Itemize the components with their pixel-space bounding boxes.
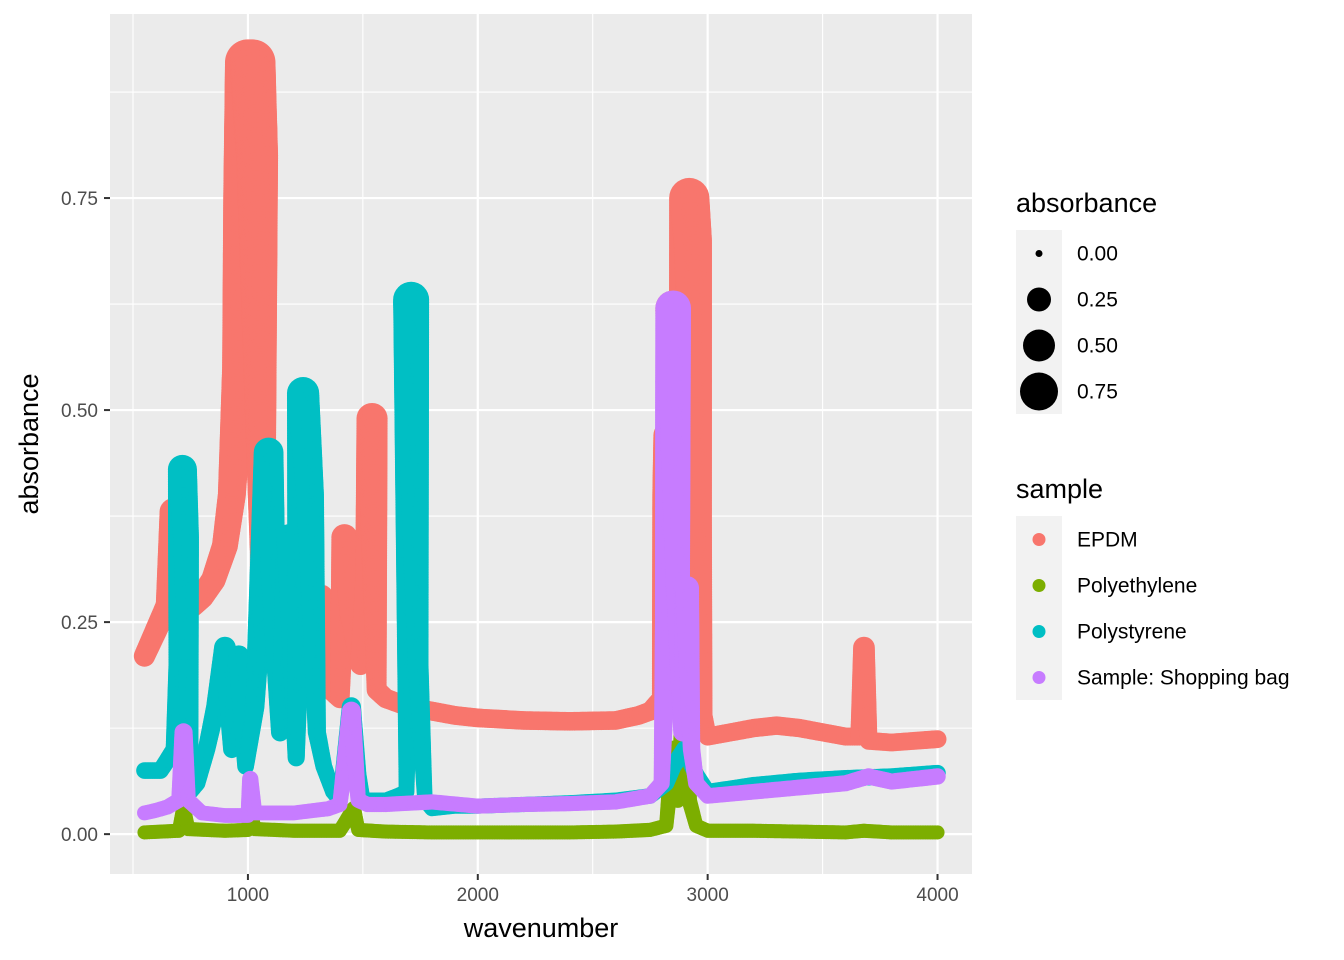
data-point xyxy=(930,825,945,840)
data-layer xyxy=(133,39,947,840)
data-point xyxy=(928,730,947,749)
